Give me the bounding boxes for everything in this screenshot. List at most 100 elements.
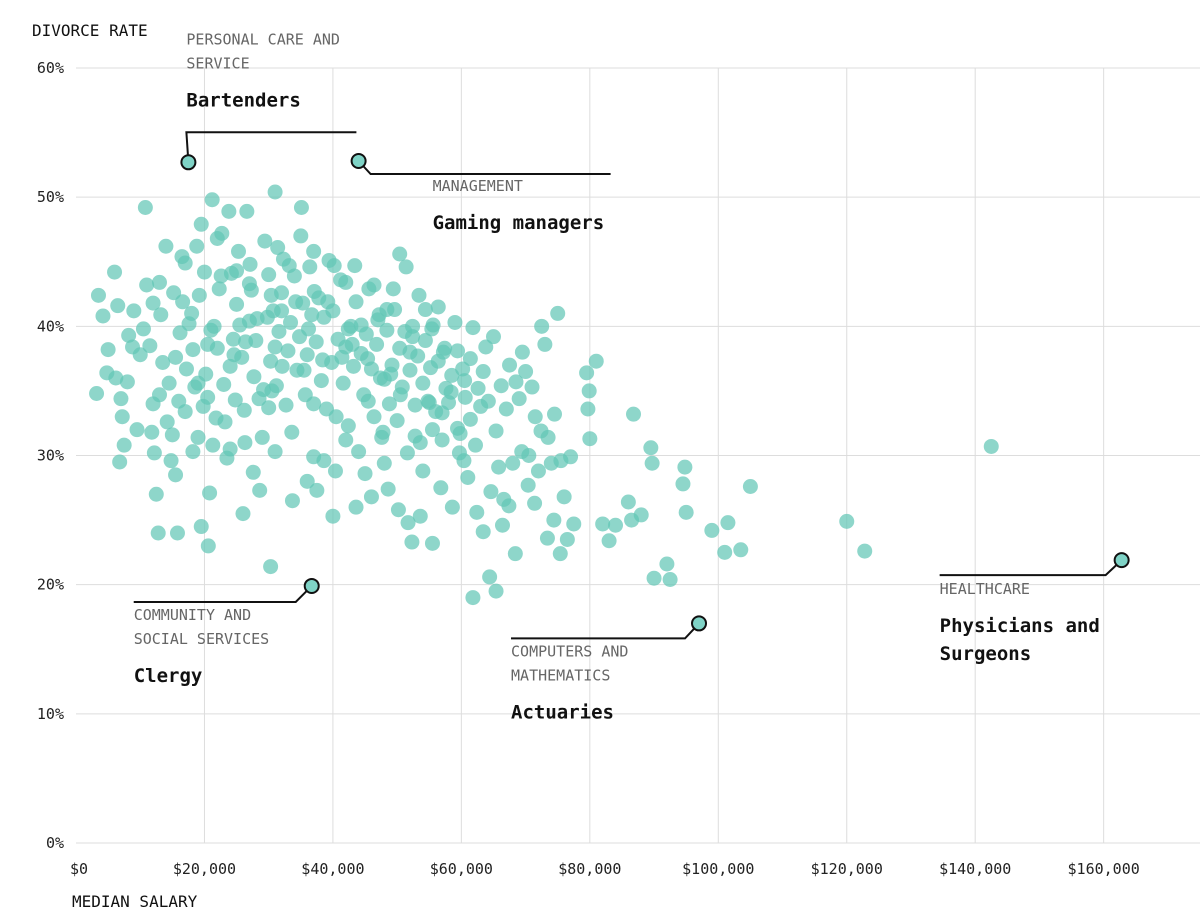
data-point: [249, 311, 265, 327]
data-point: [434, 405, 450, 421]
data-point: [263, 559, 279, 575]
data-point: [200, 336, 216, 352]
data-point: [267, 444, 283, 460]
data-point: [563, 449, 579, 465]
x-tick-label: $100,000: [682, 860, 754, 878]
leader-line: [357, 160, 611, 175]
x-tick-label: $140,000: [939, 860, 1011, 878]
x-tick-label: $60,000: [430, 860, 493, 878]
data-point: [100, 342, 116, 358]
x-tick-label: $0: [70, 860, 88, 878]
y-tick-label: 20%: [37, 576, 64, 594]
data-point: [306, 396, 322, 412]
data-point: [284, 493, 300, 509]
data-point: [380, 481, 396, 497]
data-point: [468, 437, 484, 453]
data-point: [644, 455, 660, 471]
data-point: [398, 259, 414, 275]
data-point: [626, 406, 642, 422]
data-point: [235, 506, 251, 522]
data-point: [475, 364, 491, 380]
data-point: [462, 351, 478, 367]
y-tick-label: 40%: [37, 317, 64, 335]
data-point: [144, 424, 160, 440]
data-point: [293, 228, 309, 244]
data-point: [527, 495, 543, 511]
data-point: [546, 512, 562, 528]
data-point: [177, 404, 193, 420]
data-point: [404, 534, 420, 550]
annotation-category: SERVICE: [186, 54, 249, 72]
data-point: [351, 444, 367, 460]
data-point: [202, 485, 218, 501]
annotation-category: COMMUNITY AND: [134, 606, 251, 624]
data-point: [196, 264, 212, 280]
data-point: [524, 379, 540, 395]
highlight-point: [1113, 552, 1130, 569]
data-point: [662, 572, 678, 587]
data-point: [424, 321, 440, 337]
data-point: [839, 513, 855, 529]
data-point: [363, 489, 379, 505]
data-point: [238, 334, 254, 350]
data-point: [232, 317, 248, 333]
data-point: [340, 418, 356, 434]
data-point: [185, 342, 201, 358]
data-point: [465, 590, 481, 606]
data-point: [559, 531, 575, 547]
data-point: [338, 432, 354, 448]
annotation-name: Actuaries: [511, 701, 614, 723]
data-point: [288, 294, 304, 310]
data-point: [470, 380, 486, 396]
data-point: [340, 321, 356, 337]
data-point: [430, 299, 446, 315]
data-point: [417, 302, 433, 318]
data-point: [309, 482, 325, 498]
data-point: [158, 238, 174, 254]
data-point: [547, 406, 563, 422]
data-point: [534, 318, 550, 334]
data-point: [306, 283, 322, 299]
data-point: [437, 340, 453, 356]
data-point: [302, 259, 318, 275]
data-point: [236, 402, 252, 418]
data-point: [135, 321, 151, 337]
y-tick-label: 0%: [46, 834, 64, 852]
data-point: [344, 336, 360, 352]
data-point: [263, 353, 279, 369]
data-point: [206, 318, 222, 334]
data-point: [366, 409, 382, 425]
data-point: [400, 515, 416, 531]
data-point: [261, 400, 277, 416]
data-point: [450, 343, 466, 359]
data-point: [566, 516, 582, 532]
data-point: [230, 243, 246, 259]
data-point: [316, 453, 332, 469]
data-point: [315, 352, 331, 368]
data-point: [643, 440, 659, 456]
data-point: [720, 515, 736, 531]
data-point: [412, 508, 428, 524]
data-point: [270, 240, 286, 256]
data-point: [195, 398, 211, 414]
data-point: [582, 431, 598, 447]
data-point: [189, 238, 205, 254]
data-point: [222, 441, 238, 457]
data-point: [242, 256, 258, 272]
data-points: [89, 184, 999, 606]
data-point: [405, 318, 421, 334]
data-point: [190, 375, 206, 391]
data-point: [226, 347, 242, 363]
data-point: [402, 362, 418, 378]
data-point: [646, 570, 662, 586]
data-point: [450, 420, 466, 436]
data-point: [552, 546, 568, 562]
leader-line: [133, 585, 313, 603]
data-point: [301, 321, 317, 337]
x-tick-label: $80,000: [558, 860, 621, 878]
annotation-name: Physicians and: [940, 615, 1100, 637]
data-point: [216, 376, 232, 392]
data-point: [588, 353, 604, 369]
data-point: [328, 409, 344, 425]
data-point: [488, 583, 504, 599]
